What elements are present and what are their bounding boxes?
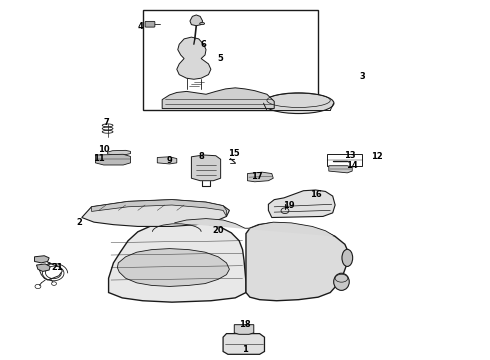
Polygon shape xyxy=(177,37,211,79)
Bar xyxy=(327,154,362,166)
Text: 6: 6 xyxy=(200,40,206,49)
Text: 4: 4 xyxy=(137,22,143,31)
Text: 2: 2 xyxy=(76,219,82,228)
Polygon shape xyxy=(109,222,246,302)
Text: 21: 21 xyxy=(51,263,63,272)
Polygon shape xyxy=(269,190,335,217)
Text: 18: 18 xyxy=(239,320,251,329)
Ellipse shape xyxy=(200,22,204,24)
Text: 15: 15 xyxy=(228,149,240,158)
Text: 3: 3 xyxy=(359,72,365,81)
Polygon shape xyxy=(162,88,274,109)
Polygon shape xyxy=(247,172,273,182)
Text: 16: 16 xyxy=(310,190,321,199)
Bar xyxy=(143,10,318,111)
Text: 10: 10 xyxy=(98,145,110,154)
Text: 12: 12 xyxy=(370,152,382,161)
Text: 20: 20 xyxy=(212,225,224,234)
Text: 13: 13 xyxy=(344,151,356,160)
Polygon shape xyxy=(92,200,226,216)
FancyBboxPatch shape xyxy=(145,21,155,27)
Ellipse shape xyxy=(263,93,334,113)
Polygon shape xyxy=(117,249,229,287)
Text: 1: 1 xyxy=(242,345,248,354)
Polygon shape xyxy=(108,150,130,155)
Polygon shape xyxy=(34,256,49,263)
Text: 9: 9 xyxy=(167,156,172,165)
Text: 8: 8 xyxy=(198,152,204,161)
Text: 11: 11 xyxy=(93,154,105,163)
Ellipse shape xyxy=(342,249,353,266)
Ellipse shape xyxy=(334,273,349,291)
Polygon shape xyxy=(329,166,352,173)
Polygon shape xyxy=(223,334,265,354)
Text: 17: 17 xyxy=(251,172,263,181)
Polygon shape xyxy=(246,223,348,301)
Polygon shape xyxy=(96,154,130,165)
Text: 5: 5 xyxy=(218,54,223,63)
Polygon shape xyxy=(82,200,229,226)
Polygon shape xyxy=(157,157,177,164)
Text: 19: 19 xyxy=(283,201,294,210)
Text: 7: 7 xyxy=(103,118,109,127)
Polygon shape xyxy=(190,15,202,26)
Polygon shape xyxy=(192,155,220,181)
Text: 14: 14 xyxy=(346,161,358,170)
Polygon shape xyxy=(234,325,254,334)
Polygon shape xyxy=(174,219,335,237)
Polygon shape xyxy=(36,264,50,271)
